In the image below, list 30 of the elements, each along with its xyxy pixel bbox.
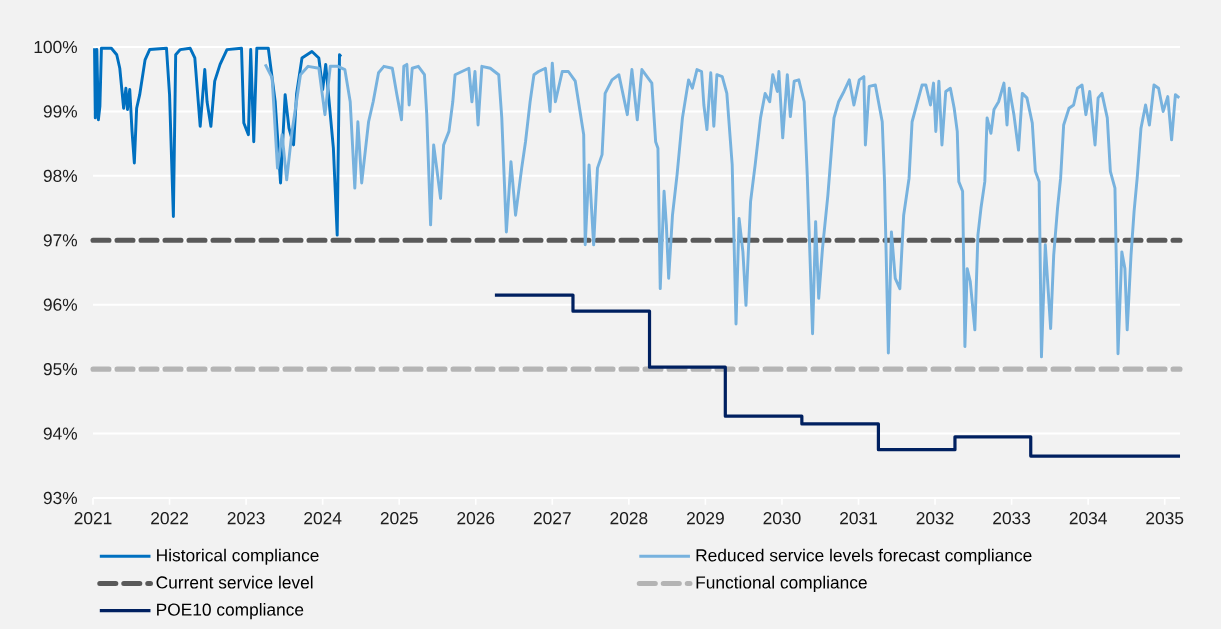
- y-tick-label: 95%: [43, 363, 78, 376]
- y-tick-label: 96%: [43, 298, 78, 311]
- y-tick-label: 97%: [43, 234, 78, 247]
- line-series: [93, 46, 343, 237]
- y-tick-label: 98%: [43, 169, 78, 182]
- y-tick-label: 99%: [43, 105, 78, 118]
- x-tick-label: 2025: [380, 512, 418, 525]
- x-tick-label: 2030: [763, 512, 801, 525]
- x-tick-label: 2023: [227, 512, 265, 525]
- x-tick-label: 2035: [1146, 512, 1184, 525]
- legend-label: POE10 compliance: [157, 603, 304, 620]
- legend-label: Reduced service levels forecast compliance: [696, 548, 1032, 565]
- y-tick-label: 94%: [43, 427, 78, 440]
- x-tick-label: 2027: [533, 512, 571, 525]
- y-tick-label: 100%: [34, 40, 78, 54]
- x-tick-label: 2029: [687, 512, 724, 525]
- x-tick-label: 2031: [840, 512, 877, 525]
- x-tick-label: 2033: [993, 512, 1031, 525]
- legend-label: Current service level: [156, 575, 313, 589]
- x-tick-label: 2024: [304, 512, 342, 525]
- legend-label: Historical compliance: [157, 548, 319, 565]
- y-tick-label: 93%: [43, 491, 78, 505]
- legend-label: Functional compliance: [696, 575, 867, 593]
- x-tick-label: 2021: [74, 512, 112, 525]
- x-tick-label: 2028: [610, 512, 648, 525]
- x-tick-label: 2034: [1069, 512, 1107, 525]
- x-tick-label: 2026: [457, 512, 495, 525]
- x-tick-label: 2022: [151, 512, 188, 525]
- line-series: [263, 61, 1181, 359]
- x-tick-label: 2032: [916, 512, 954, 525]
